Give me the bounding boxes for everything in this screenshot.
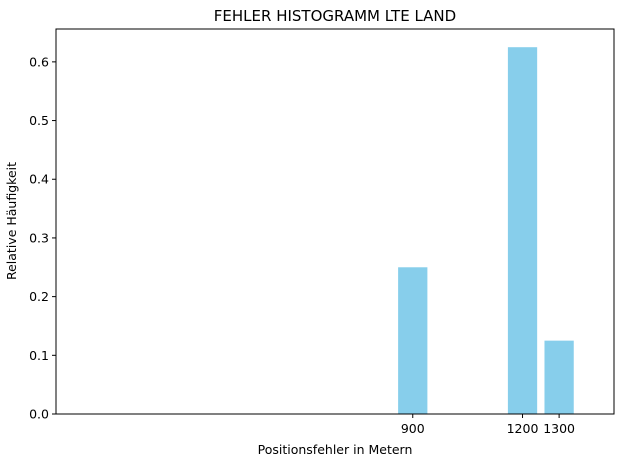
bars-group xyxy=(398,47,574,414)
y-tick-label: 0.0 xyxy=(29,407,49,422)
x-tick-label: 900 xyxy=(401,421,425,436)
y-axis-label: Relative Häufigkeit xyxy=(4,162,19,280)
y-tick-label: 0.1 xyxy=(29,348,49,363)
x-tick-label: 1200 xyxy=(507,421,539,436)
bar-900 xyxy=(398,267,428,414)
y-tick-label: 0.5 xyxy=(29,113,49,128)
plot-frame xyxy=(55,28,615,415)
x-axis-label: Positionsfehler in Metern xyxy=(258,442,413,457)
bar-1300 xyxy=(544,340,574,414)
y-tick-label: 0.4 xyxy=(29,172,49,187)
y-axis-ticks: 0.0 0.1 0.2 0.3 0.4 0.5 0.6 xyxy=(29,54,56,422)
x-tick-label: 1300 xyxy=(543,421,575,436)
y-tick-label: 0.6 xyxy=(29,54,49,69)
bar-1200 xyxy=(507,47,538,414)
x-axis-ticks: 900 1200 1300 xyxy=(401,414,575,436)
y-tick-label: 0.3 xyxy=(29,230,49,245)
y-tick-label: 0.2 xyxy=(29,289,49,304)
chart-title: FEHLER HISTOGRAMM LTE LAND xyxy=(214,7,456,25)
